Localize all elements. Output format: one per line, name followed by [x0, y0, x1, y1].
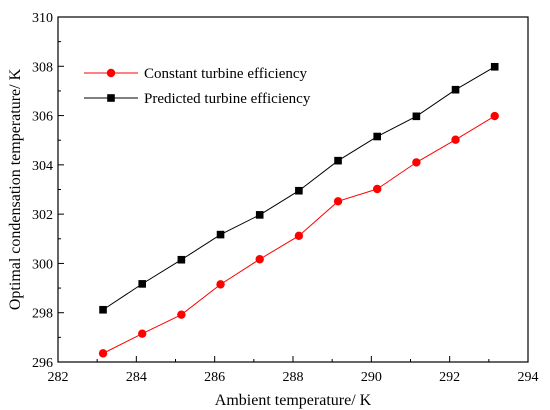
data-point — [99, 305, 107, 314]
data-point — [412, 158, 421, 167]
data-point — [177, 255, 186, 264]
data-point — [216, 280, 225, 289]
y-tick-label: 302 — [32, 208, 53, 223]
legend-label: Predicted turbine efficiency — [144, 91, 311, 107]
x-tick-label: 290 — [361, 370, 382, 385]
data-point — [373, 132, 382, 141]
x-tick-label: 294 — [518, 370, 539, 385]
x-tick-label: 284 — [126, 370, 147, 385]
data-point — [294, 231, 304, 241]
data-point — [373, 184, 382, 194]
x-tick-label: 282 — [48, 370, 69, 385]
legend-entry: Constant turbine efficiency — [84, 66, 308, 82]
data-point — [138, 329, 147, 338]
data-point — [255, 255, 264, 264]
series-2 — [99, 62, 499, 314]
data-point — [490, 111, 499, 121]
y-axis-label: Optimal condensation temperature/ K — [7, 68, 24, 310]
y-tick-label: 298 — [32, 307, 53, 322]
y-tick-label: 296 — [32, 356, 53, 371]
data-point — [98, 349, 108, 358]
axis-ticks: 282 284 286 288 290 292 294 296 298 300 302 304 306 3… — [32, 11, 539, 385]
legend-marker — [107, 94, 115, 102]
plot-area — [98, 62, 499, 358]
data-point — [333, 197, 343, 206]
data-point — [334, 156, 342, 165]
y-tick-label: 300 — [32, 257, 53, 272]
legend-marker — [106, 68, 116, 78]
data-point — [451, 85, 460, 94]
data-point — [138, 280, 147, 288]
x-axis-label: Ambient temperature/ K — [215, 392, 372, 409]
y-tick-label: 310 — [32, 11, 53, 26]
legend: Constant turbine efficiency Predicted tur… — [84, 66, 311, 107]
series-1 — [98, 111, 499, 358]
data-point — [490, 62, 499, 71]
data-point — [177, 310, 186, 319]
y-tick-label: 308 — [32, 60, 53, 75]
x-tick-label: 292 — [439, 370, 460, 385]
x-tick-label: 286 — [204, 370, 225, 385]
y-tick-label: 306 — [32, 110, 53, 125]
data-point — [412, 112, 421, 121]
y-tick-label: 304 — [32, 159, 53, 174]
legend-label: Constant turbine efficiency — [144, 66, 308, 82]
x-tick-label: 288 — [283, 370, 304, 385]
legend-entry: Predicted turbine efficiency — [84, 91, 311, 107]
data-point — [255, 211, 264, 219]
data-point — [451, 135, 460, 144]
data-point — [295, 186, 303, 195]
data-point — [216, 230, 225, 239]
